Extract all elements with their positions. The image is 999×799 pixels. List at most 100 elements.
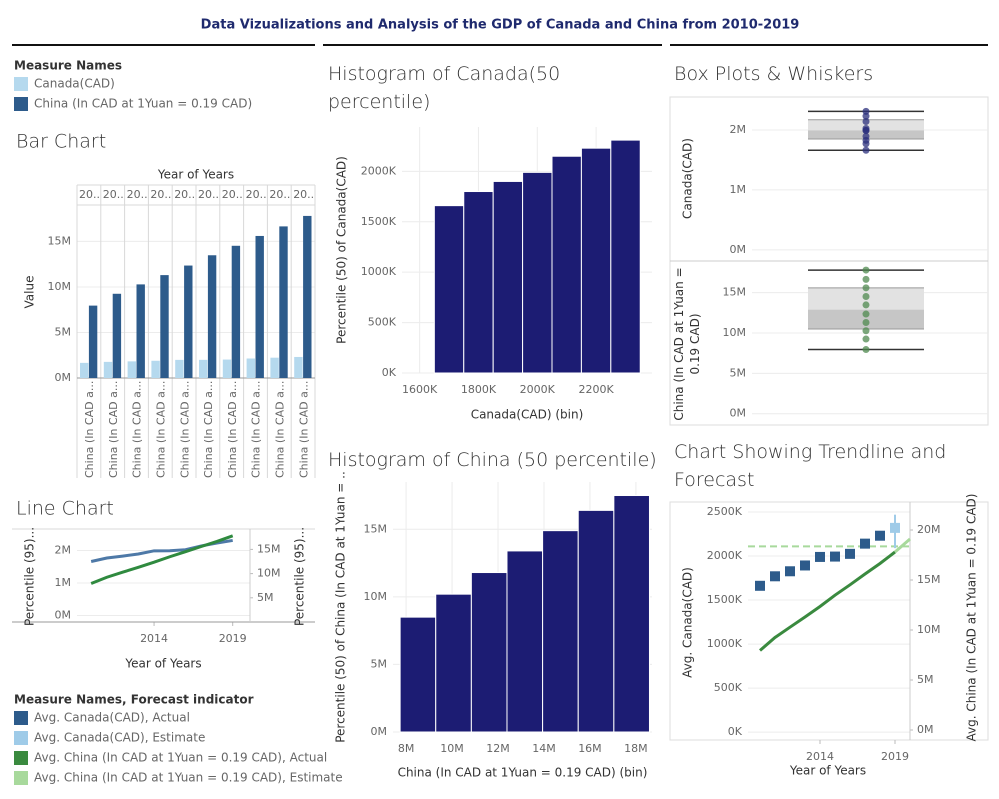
histogram-bar — [492, 180, 524, 374]
y-tick-label: 15M — [364, 522, 388, 535]
y-tick-label: 5M — [257, 591, 274, 604]
legend-title: Measure Names, Forecast indicator — [14, 693, 254, 707]
y-axis-label: Percentile (95)... — [23, 527, 37, 626]
bar — [222, 359, 232, 378]
y-tick-label: 2000K — [361, 164, 397, 177]
box-point — [862, 118, 870, 126]
y-tick-label: 20M — [917, 523, 941, 536]
x-tick-label: China (In CAD a... — [178, 381, 191, 478]
histogram-bar — [551, 155, 582, 374]
y-tick-label: 5M — [730, 366, 747, 379]
column-title: Year of Years — [157, 168, 234, 182]
histogram-bar — [542, 530, 579, 733]
box-point — [862, 124, 870, 132]
histogram-bar — [470, 572, 508, 733]
bar — [160, 275, 169, 378]
legend-swatch — [14, 711, 28, 725]
x-tick-label: 18M — [624, 742, 648, 755]
legend-label: Avg. Canada(CAD), Actual — [34, 711, 190, 725]
bar — [199, 359, 208, 378]
histogram-bar — [463, 191, 494, 374]
y-tick-label: 2M — [55, 544, 72, 557]
plot-frame — [669, 501, 989, 741]
dashboard-title: Data Vizualizations and Analysis of the … — [201, 18, 800, 33]
legend-swatch — [14, 77, 28, 91]
point — [785, 566, 795, 577]
box-point — [862, 284, 870, 292]
y-tick-label: 0K — [728, 725, 743, 738]
y-tick-label: 2000K — [707, 549, 743, 562]
x-tick-label: China (In CAD a... — [273, 381, 286, 478]
x-tick-label: China (In CAD a... — [297, 381, 310, 478]
y-tick-label: 1000K — [707, 637, 743, 650]
y-tick-label: 1500K — [361, 215, 397, 228]
y-axis-label: Percentile (50) of Canada(CAD) — [335, 156, 349, 344]
histogram-bar — [610, 139, 641, 374]
chart-title: Line Chart — [16, 498, 114, 520]
y-axis-label: Avg. Canada(CAD) — [681, 567, 695, 678]
y-tick-label: 0K — [382, 366, 397, 379]
bar — [88, 305, 98, 378]
point — [815, 551, 825, 562]
y-tick-label: 0M — [55, 609, 72, 622]
column-header: 20.. — [198, 188, 219, 201]
y-axis-label: Canada(CAD) — [681, 138, 695, 219]
y-tick-label: 10M — [48, 280, 72, 293]
y-tick-label: 15M — [917, 573, 941, 586]
y-tick-label: 5M — [917, 673, 934, 686]
y-tick-label: 10M — [257, 567, 281, 580]
bar — [270, 357, 279, 378]
histogram-bar — [580, 147, 612, 374]
column-header: 20.. — [79, 188, 100, 201]
y-tick-label: 15M — [48, 234, 72, 247]
point — [875, 530, 885, 541]
y-tick-label: 0M — [917, 723, 934, 736]
bar — [127, 361, 136, 378]
x-tick-label: China (In CAD a... — [202, 381, 215, 478]
x-tick-label: 2014 — [140, 632, 168, 645]
histogram-bar — [435, 593, 472, 733]
column-header: 20.. — [293, 188, 314, 201]
y2-axis-label: Percentile (95)... — [293, 527, 307, 626]
box-point — [862, 327, 870, 335]
column-header: 20.. — [174, 188, 195, 201]
legend-title: Measure Names — [14, 59, 122, 73]
y-tick-label: 1000K — [361, 265, 397, 278]
x-tick-label: 12M — [486, 742, 510, 755]
point — [770, 571, 780, 582]
x-tick-label: 8M — [398, 742, 415, 755]
column-header: 20.. — [269, 188, 290, 201]
x-tick-label: 2019 — [219, 632, 247, 645]
bar — [279, 226, 288, 378]
legend-swatch — [14, 771, 28, 785]
bar — [207, 255, 217, 378]
bar — [136, 284, 145, 378]
bar — [231, 245, 241, 378]
x-tick-label: 2014 — [806, 750, 834, 763]
histogram-bar — [613, 495, 650, 733]
point — [755, 580, 765, 591]
bar — [80, 362, 89, 378]
y-tick-label: 1M — [55, 576, 72, 589]
line — [90, 534, 234, 585]
y-tick-label: 1500K — [707, 593, 743, 606]
box-point — [862, 107, 870, 115]
box-point — [862, 266, 870, 274]
box-point — [862, 301, 870, 309]
x-axis-label: China (In CAD at 1Yuan = 0.19 CAD) (bin) — [398, 766, 648, 780]
x-tick-label: 1800K — [461, 383, 497, 396]
x-tick-label: China (In CAD a... — [131, 381, 144, 478]
x-tick-label: 2019 — [881, 750, 909, 763]
legend-label: Avg. China (In CAD at 1Yuan = 0.19 CAD),… — [34, 751, 327, 765]
x-tick-label: China (In CAD a... — [226, 381, 239, 478]
y-tick-label: 5M — [371, 657, 388, 670]
column-header: 20.. — [222, 188, 243, 201]
y-tick-label: 15M — [723, 286, 747, 299]
x-tick-label: China (In CAD a... — [107, 381, 120, 478]
bar — [151, 360, 160, 378]
bar — [103, 361, 113, 378]
x-tick-label: China (In CAD a... — [83, 381, 96, 478]
column-header: 20.. — [103, 188, 124, 201]
point — [800, 560, 810, 571]
